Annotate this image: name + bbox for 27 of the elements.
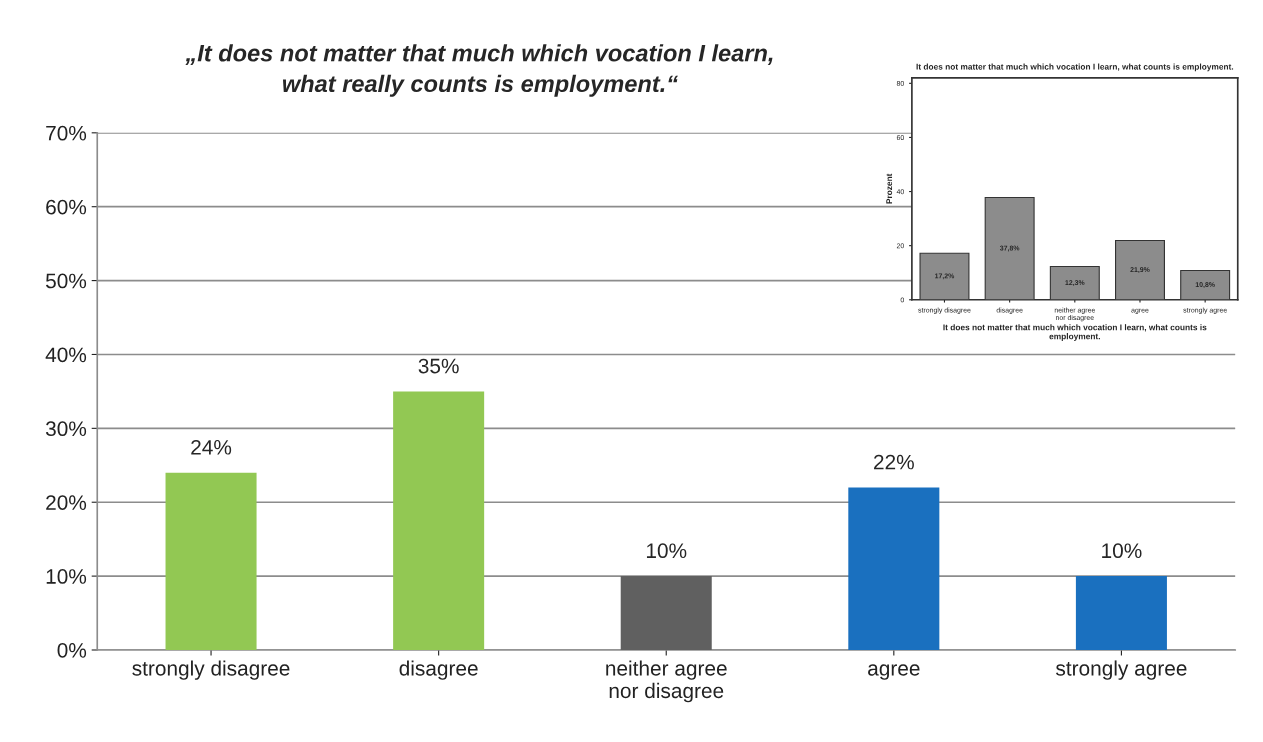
data-label: 22% (874, 454, 914, 470)
y-tick-label: 10% (46, 569, 87, 584)
x-tick-label: strongly agree (1055, 660, 1187, 680)
bar (1075, 576, 1167, 650)
bar (620, 576, 712, 650)
x-axis-title: It does not matter that much which vocation I learn, what counts is employment. (943, 324, 1207, 341)
y-tick-label: 20% (46, 495, 87, 510)
x-tick-label: agree (868, 664, 920, 680)
x-tick-label: disagree (399, 660, 478, 680)
y-tick-label: 40% (45, 347, 87, 363)
y-tick-label: 70% (46, 125, 87, 141)
bar (848, 487, 940, 650)
chart-title: It does not matter that much which vocation I learn, what counts is employment. (916, 63, 1234, 72)
y-tick-label: 50% (45, 273, 87, 289)
data-label: 35% (418, 358, 459, 374)
y-tick-label: 30% (45, 421, 87, 437)
chart-title: „It does not matter that much which vocation I learn, what really counts is employment.“ (185, 44, 773, 97)
x-tick-label: neither agree nor disagree (606, 660, 727, 703)
data-label: 24% (191, 439, 232, 455)
x-tick-label: strongly disagree (132, 660, 290, 680)
data-label: 10% (646, 543, 687, 559)
bar (165, 472, 257, 650)
y-tick-label: 60% (46, 199, 87, 215)
bar (393, 391, 485, 650)
data-label: 10% (1102, 543, 1142, 559)
y-axis-title: Prozent (886, 173, 893, 204)
y-tick-label: 0% (57, 642, 87, 658)
